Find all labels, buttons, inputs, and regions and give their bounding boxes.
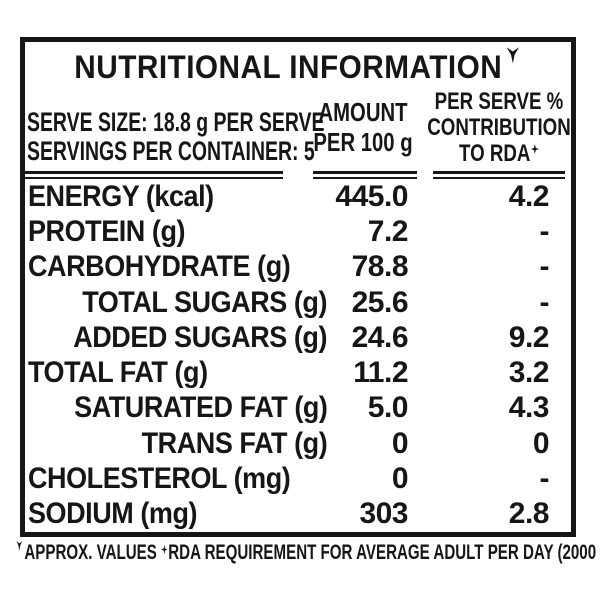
nutrient-rda-cell: 4.2 — [508, 179, 550, 213]
amount-column-header: AMOUNT PER 100 g — [285, 97, 441, 157]
table-row: ADDED SUGARS (g) 24.6 9.2 — [25, 320, 571, 355]
rda-header-line2: CONTRIBUTION — [427, 114, 571, 141]
nutrient-rda-cell: - — [539, 250, 550, 284]
nutrient-label: TOTAL FAT (g) — [28, 356, 208, 390]
nutrient-rda-cell: - — [539, 285, 550, 319]
nutrient-label-cell: TOTAL FAT (g) — [25, 358, 332, 388]
nutrient-amount-cell: 25.6 — [351, 285, 409, 319]
nutrient-label: CHOLESTEROL (mg) — [28, 462, 291, 496]
rda-column-header: PER SERVE % CONTRIBUTION TO RDA — [421, 89, 577, 167]
three-pointed-star-icon — [503, 44, 522, 64]
nutrient-amount-cell: 78.8 — [351, 250, 409, 284]
table-row: CARBOHYDRATE (g) 78.8 - — [25, 250, 571, 285]
nutrient-label-cell: ENERGY (kcal) — [25, 179, 332, 213]
nutrient-label-cell: PROTEIN (g) — [25, 214, 332, 248]
nutrient-rda-cell: 3.2 — [508, 356, 550, 390]
header-rule-rda — [433, 171, 565, 179]
table-row: TOTAL FAT (g) 11.2 3.2 — [25, 355, 571, 390]
nutrient-label: SATURATED FAT (g) — [73, 391, 328, 425]
nutrient-amount-cell: 303 — [359, 497, 408, 531]
nutrient-amount-cell: 7.2 — [367, 214, 409, 248]
nutrient-label-cell: CARBOHYDRATE (g) — [25, 252, 332, 282]
nutrient-rda-cell: 2.8 — [508, 497, 550, 531]
nutrient-label: TOTAL SUGARS (g) — [82, 285, 327, 319]
nutrient-label: ENERGY (kcal) — [28, 179, 214, 213]
rda-header-line3: TO RDA — [421, 141, 577, 167]
nutrient-rda-cell: 0 — [532, 426, 550, 460]
table-row: SATURATED FAT (g) 5.0 4.3 — [25, 391, 571, 426]
nutrition-facts-panel: NUTRITIONAL INFORMATION SERVE SIZE: 18.8… — [20, 37, 576, 537]
amount-header-line1: AMOUNT — [318, 97, 408, 127]
four-pointed-star-icon — [531, 144, 539, 154]
panel-title: NUTRITIONAL INFORMATION — [44, 44, 552, 85]
rda-header-line1: PER SERVE % — [434, 88, 564, 115]
footnote-text-1: APPROX. VALUES — [24, 541, 162, 564]
nutrient-rda-cell: 9.2 — [508, 320, 550, 354]
nutrient-amount-cell: 24.6 — [351, 320, 409, 354]
serve-size-text: SERVE SIZE: 18.8 g PER SERVE — [27, 107, 325, 137]
nutrient-label-cell: SODIUM (mg) — [25, 499, 332, 529]
nutrient-amount-cell: 0 — [391, 426, 409, 460]
footnote-text-2: RDA REQUIREMENT FOR AVERAGE ADULT PER DA… — [168, 541, 600, 564]
table-row: ENERGY (kcal) 445.0 4.2 — [25, 179, 571, 214]
amount-header-line2: PER 100 g — [313, 127, 413, 157]
four-pointed-star-icon — [161, 545, 168, 554]
nutrient-label: ADDED SUGARS (g) — [73, 320, 327, 354]
nutrient-label-cell: CHOLESTEROL (mg) — [25, 464, 332, 494]
nutrient-label-cell: TRANS FAT (g) — [25, 426, 332, 460]
nutrient-label-cell: ADDED SUGARS (g) — [25, 320, 332, 354]
nutrient-amount-cell: 11.2 — [353, 356, 408, 390]
nutrient-label: CARBOHYDRATE (g) — [28, 250, 291, 284]
nutrient-amount-cell: 5.0 — [367, 391, 409, 425]
table-row: CHOLESTEROL (mg) 0 - — [25, 461, 571, 496]
table-row: SODIUM (mg) 303 2.8 — [25, 497, 571, 532]
panel-title-text: NUTRITIONAL INFORMATION — [74, 49, 503, 85]
nutrition-table: ENERGY (kcal) 445.0 4.2 PROTEIN (g) 7.2 … — [25, 179, 571, 532]
nutrient-label: SODIUM (mg) — [28, 497, 198, 531]
nutrient-amount-cell: 445.0 — [335, 179, 408, 213]
header-rule-left — [22, 171, 283, 179]
table-row: TRANS FAT (g) 0 0 — [25, 426, 571, 461]
table-row: TOTAL SUGARS (g) 25.6 - — [25, 285, 571, 320]
nutrient-rda-cell: 4.3 — [508, 391, 550, 425]
serving-info: SERVE SIZE: 18.8 g PER SERVE SERVINGS PE… — [27, 108, 324, 166]
three-pointed-star-icon — [15, 539, 24, 551]
nutrient-label: PROTEIN (g) — [28, 214, 186, 248]
nutrient-rda-cell: - — [539, 462, 550, 496]
servings-per-container-text: SERVINGS PER CONTAINER: 5 — [27, 136, 315, 166]
footnote: APPROX. VALUES RDA REQUIREMENT FOR AVERA… — [15, 539, 600, 565]
table-row: PROTEIN (g) 7.2 - — [25, 214, 571, 249]
header-rule-amount — [313, 171, 417, 179]
nutrient-label-cell: TOTAL SUGARS (g) — [25, 285, 332, 319]
nutrient-rda-cell: - — [539, 214, 550, 248]
nutrient-amount-cell: 0 — [391, 462, 409, 496]
nutrient-label: TRANS FAT (g) — [141, 426, 327, 460]
rda-header-line3-text: TO RDA — [459, 140, 531, 167]
nutrient-label-cell: SATURATED FAT (g) — [25, 393, 332, 423]
